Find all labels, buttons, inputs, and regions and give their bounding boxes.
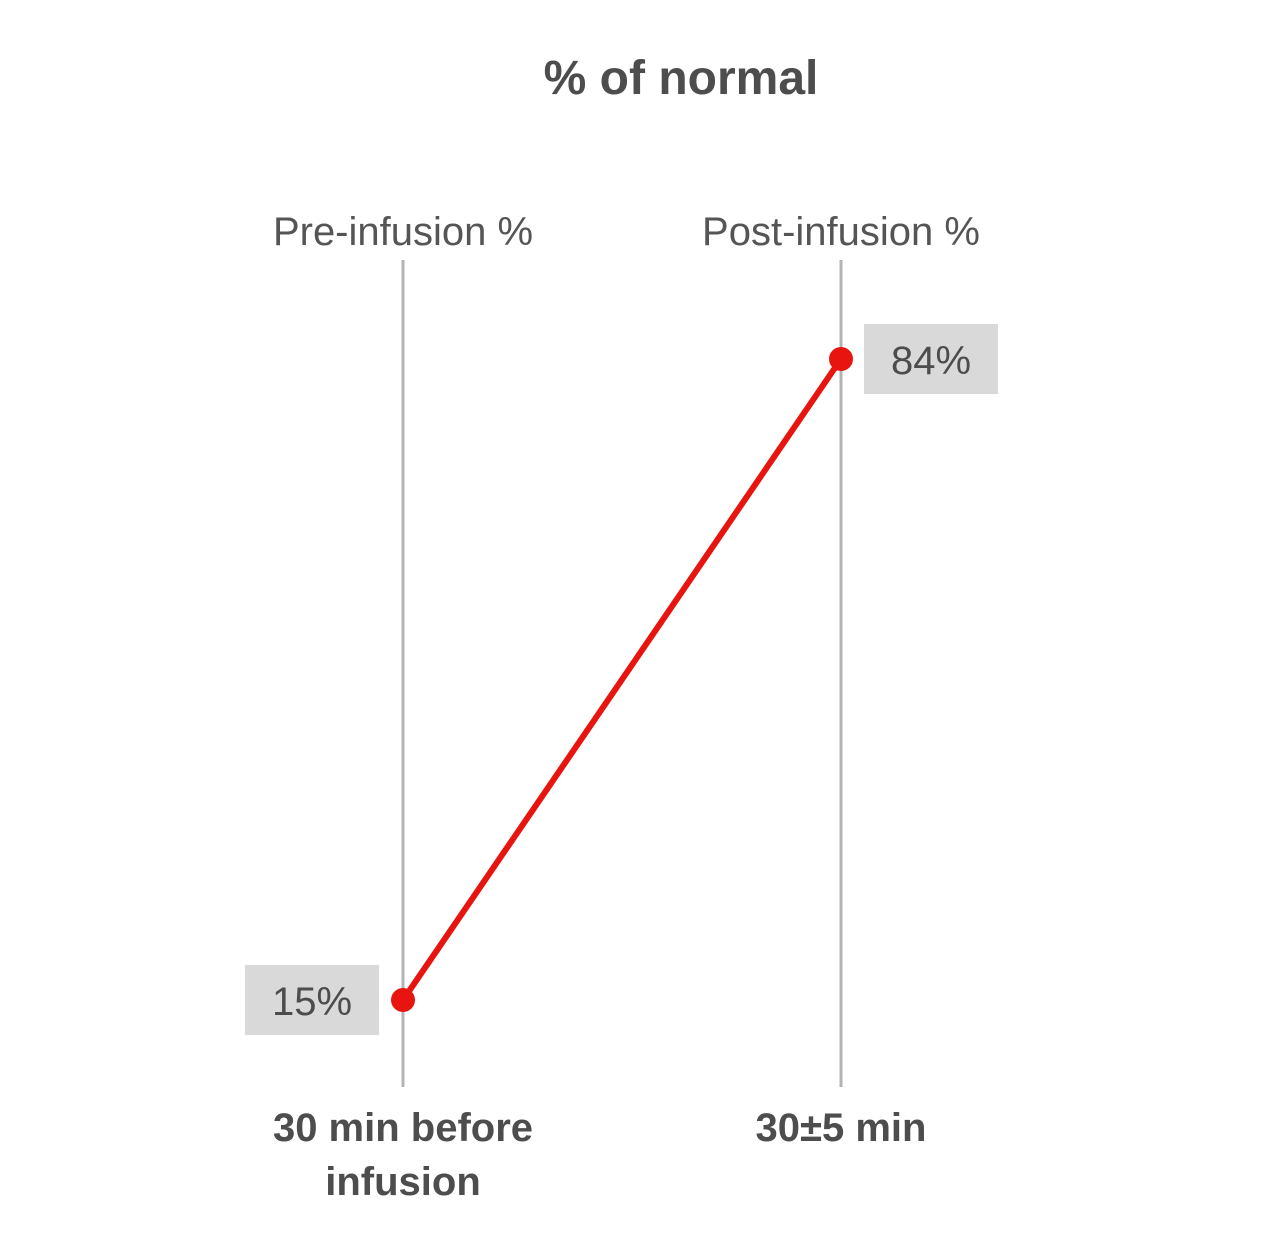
x-tick-label-1-0: 30±5 min [756, 1106, 927, 1150]
data-label-1: 84% [891, 339, 971, 383]
data-point-1 [829, 346, 853, 371]
data-label-0: 15% [272, 980, 352, 1024]
series-line-0 [400, 355, 844, 1003]
plot-area: Pre-infusion % 30 min before infusion Post-… [245, 210, 998, 1204]
data-point-0 [391, 988, 415, 1012]
column-header-1: Post-infusion % [702, 210, 980, 254]
x-tick-label-0-0: 30 min before [273, 1106, 533, 1150]
x-tick-label-0-1: infusion [325, 1160, 481, 1204]
data-label-box-1 [864, 323, 998, 394]
data-label-box-0 [245, 965, 379, 1035]
chart-title: % of normal [544, 52, 819, 105]
column-header-0: Pre-infusion % [273, 210, 533, 254]
